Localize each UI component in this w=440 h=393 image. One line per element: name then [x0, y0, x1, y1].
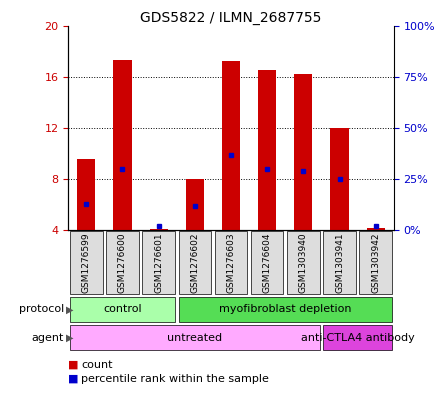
Bar — [251, 231, 283, 294]
Text: myofibroblast depletion: myofibroblast depletion — [219, 304, 352, 314]
Text: untreated: untreated — [167, 332, 222, 343]
Bar — [294, 74, 312, 230]
Text: GSM1276603: GSM1276603 — [227, 232, 235, 293]
Bar — [258, 70, 276, 230]
Bar — [77, 159, 95, 230]
Text: GSM1276601: GSM1276601 — [154, 232, 163, 293]
Title: GDS5822 / ILMN_2687755: GDS5822 / ILMN_2687755 — [140, 11, 322, 24]
Text: GSM1303941: GSM1303941 — [335, 232, 344, 293]
Text: control: control — [103, 304, 142, 314]
Bar — [330, 128, 348, 230]
Text: GSM1276599: GSM1276599 — [82, 232, 91, 293]
Text: GSM1276600: GSM1276600 — [118, 232, 127, 293]
Bar — [70, 231, 103, 294]
Text: ■: ■ — [68, 374, 79, 384]
Bar — [215, 231, 247, 294]
Text: agent: agent — [31, 332, 64, 343]
Bar — [143, 231, 175, 294]
Bar — [150, 229, 168, 230]
Text: count: count — [81, 360, 113, 370]
Text: GSM1276602: GSM1276602 — [191, 233, 199, 293]
Bar — [70, 297, 175, 322]
Bar — [70, 325, 319, 350]
Text: GSM1276604: GSM1276604 — [263, 233, 271, 293]
Bar — [359, 231, 392, 294]
Bar — [179, 231, 211, 294]
Bar — [323, 231, 356, 294]
Bar — [186, 179, 204, 230]
Text: GSM1303940: GSM1303940 — [299, 232, 308, 293]
Bar — [222, 61, 240, 230]
Bar — [287, 231, 319, 294]
Bar — [323, 325, 392, 350]
Text: anti-CTLA4 antibody: anti-CTLA4 antibody — [301, 332, 414, 343]
Bar — [114, 60, 132, 230]
Bar — [367, 228, 385, 230]
Bar — [106, 231, 139, 294]
Text: ▶: ▶ — [66, 304, 73, 314]
Text: GSM1303942: GSM1303942 — [371, 233, 380, 293]
Text: ▶: ▶ — [66, 332, 73, 343]
Text: ■: ■ — [68, 360, 79, 370]
Text: protocol: protocol — [18, 304, 64, 314]
Bar — [179, 297, 392, 322]
Text: percentile rank within the sample: percentile rank within the sample — [81, 374, 269, 384]
